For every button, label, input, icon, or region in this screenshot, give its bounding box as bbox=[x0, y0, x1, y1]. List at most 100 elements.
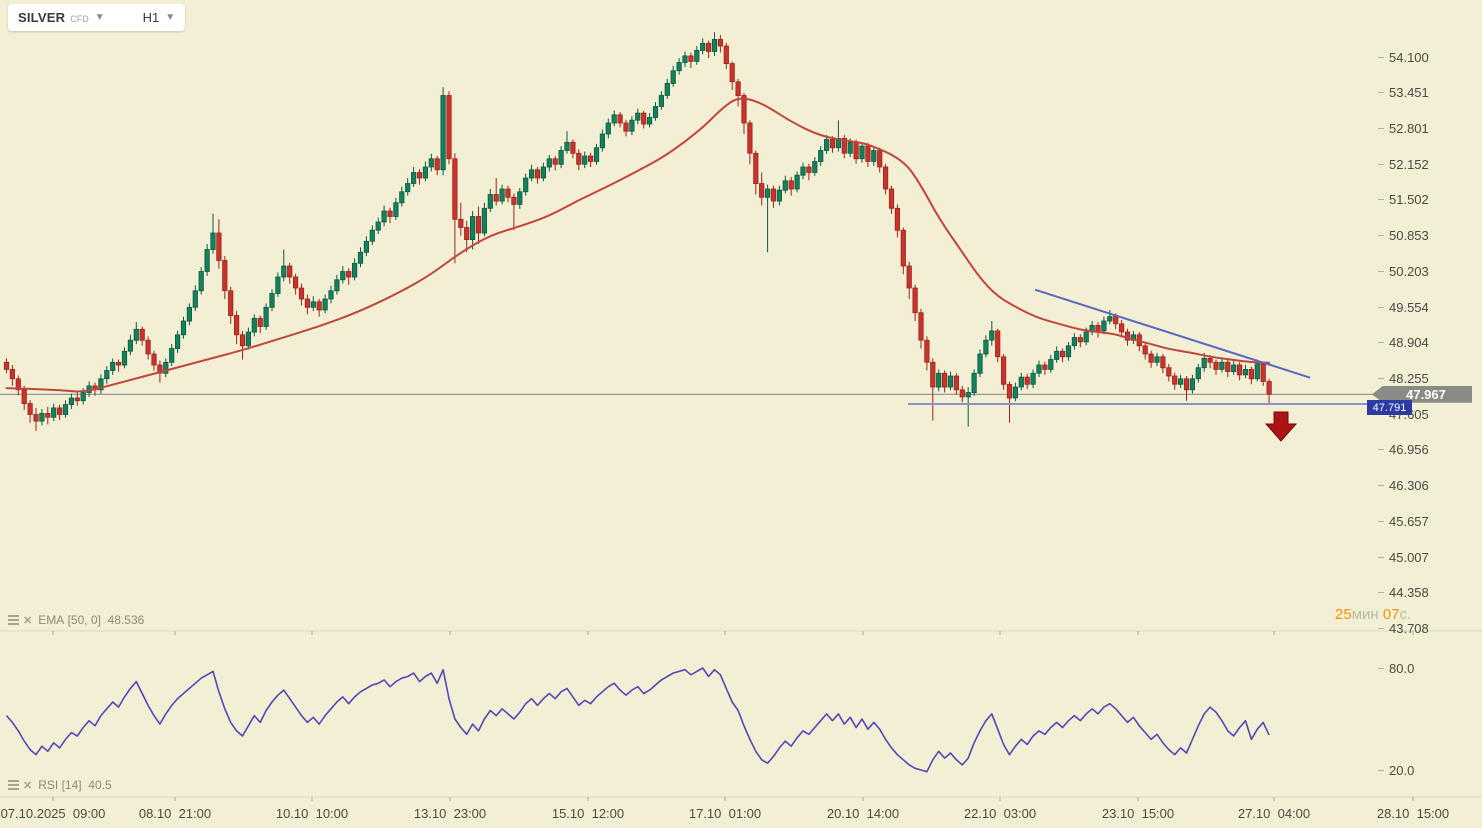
ema-params: [50, 0] bbox=[67, 613, 101, 627]
candle bbox=[139, 328, 145, 341]
candle bbox=[723, 45, 729, 65]
down-arrow-annotation bbox=[1264, 411, 1298, 442]
candle bbox=[918, 312, 924, 341]
candle bbox=[74, 397, 80, 402]
candle bbox=[464, 227, 470, 241]
candle bbox=[3, 361, 10, 370]
candle bbox=[487, 194, 493, 209]
candle bbox=[452, 158, 458, 220]
candle bbox=[1124, 331, 1131, 341]
timer-minutes-unit: мин bbox=[1351, 606, 1383, 623]
candle bbox=[1036, 364, 1042, 374]
candle bbox=[186, 306, 192, 322]
candle bbox=[617, 114, 623, 124]
candle bbox=[80, 392, 86, 402]
candle-countdown-timer: 25 мин 07 с. bbox=[1335, 606, 1411, 623]
close-icon[interactable]: ✕ bbox=[23, 614, 33, 627]
candle bbox=[953, 375, 960, 391]
indicator-settings-icon[interactable] bbox=[8, 780, 19, 790]
candle bbox=[871, 150, 877, 162]
indicator-settings-icon[interactable] bbox=[8, 615, 19, 625]
candle bbox=[564, 141, 570, 151]
candle bbox=[1142, 345, 1148, 355]
candle bbox=[829, 139, 836, 149]
candle bbox=[33, 414, 39, 422]
candle bbox=[316, 301, 322, 311]
candle bbox=[853, 141, 859, 160]
candle bbox=[729, 63, 735, 83]
candle bbox=[1166, 367, 1172, 377]
candle bbox=[570, 141, 576, 154]
candle bbox=[157, 364, 163, 374]
candle bbox=[127, 339, 133, 352]
candle bbox=[824, 139, 830, 151]
candle bbox=[888, 188, 895, 209]
candle bbox=[334, 279, 340, 292]
candle bbox=[251, 317, 257, 333]
candle bbox=[1219, 361, 1225, 370]
candle bbox=[1195, 367, 1201, 380]
candle bbox=[635, 112, 641, 121]
candle bbox=[930, 361, 936, 388]
candle bbox=[670, 70, 676, 84]
candle bbox=[800, 166, 806, 176]
candle bbox=[393, 202, 399, 217]
candle bbox=[1225, 361, 1231, 372]
candle bbox=[1154, 356, 1160, 363]
candle bbox=[1071, 337, 1077, 347]
candle bbox=[239, 334, 246, 347]
candle bbox=[747, 122, 753, 154]
candle bbox=[776, 189, 783, 202]
candle bbox=[440, 95, 446, 171]
candle bbox=[62, 404, 69, 415]
candle bbox=[174, 334, 181, 349]
candle bbox=[428, 158, 434, 168]
candle bbox=[233, 315, 240, 336]
candle bbox=[865, 145, 871, 162]
rsi-name: RSI bbox=[38, 778, 59, 792]
candle bbox=[605, 122, 611, 135]
candle bbox=[1048, 359, 1054, 370]
candle bbox=[104, 370, 110, 380]
candle bbox=[1030, 372, 1036, 385]
candle bbox=[1060, 350, 1066, 358]
candle bbox=[328, 290, 334, 300]
candle bbox=[163, 361, 169, 374]
candle bbox=[98, 378, 104, 391]
candle bbox=[942, 372, 948, 388]
timeframe-selector[interactable]: H1 ▼ bbox=[105, 10, 176, 25]
candle bbox=[292, 276, 299, 289]
candle bbox=[410, 172, 417, 184]
candle bbox=[794, 174, 800, 190]
candle bbox=[169, 348, 175, 363]
rsi-indicator-row: ✕ RSI [14] 40.5 bbox=[8, 778, 112, 792]
candle bbox=[1183, 378, 1190, 391]
candle bbox=[1201, 357, 1207, 369]
candle bbox=[983, 339, 989, 355]
ema-line[interactable] bbox=[5, 97, 1271, 393]
candle bbox=[281, 265, 287, 278]
candle bbox=[21, 389, 27, 404]
symbol-selector[interactable]: SILVER CFD ▼ bbox=[18, 10, 105, 25]
rsi-line[interactable] bbox=[5, 667, 1270, 773]
candle bbox=[611, 114, 617, 124]
candle bbox=[1113, 316, 1119, 325]
candle bbox=[841, 137, 847, 154]
drawing-annotations[interactable] bbox=[908, 288, 1369, 442]
candle bbox=[269, 293, 275, 308]
ema-name: EMA bbox=[38, 613, 65, 627]
timer-seconds-unit: с. bbox=[1399, 606, 1412, 623]
support-price-badge: 47.791 bbox=[1367, 400, 1412, 415]
candle bbox=[924, 339, 930, 363]
close-icon[interactable]: ✕ bbox=[23, 779, 33, 792]
candle bbox=[245, 331, 251, 347]
candle bbox=[192, 290, 198, 308]
candle bbox=[965, 392, 971, 398]
candle bbox=[741, 95, 747, 124]
candle bbox=[381, 210, 387, 223]
candle bbox=[1231, 364, 1237, 372]
candle bbox=[133, 328, 139, 341]
candle bbox=[228, 290, 234, 316]
candle bbox=[1213, 361, 1219, 370]
